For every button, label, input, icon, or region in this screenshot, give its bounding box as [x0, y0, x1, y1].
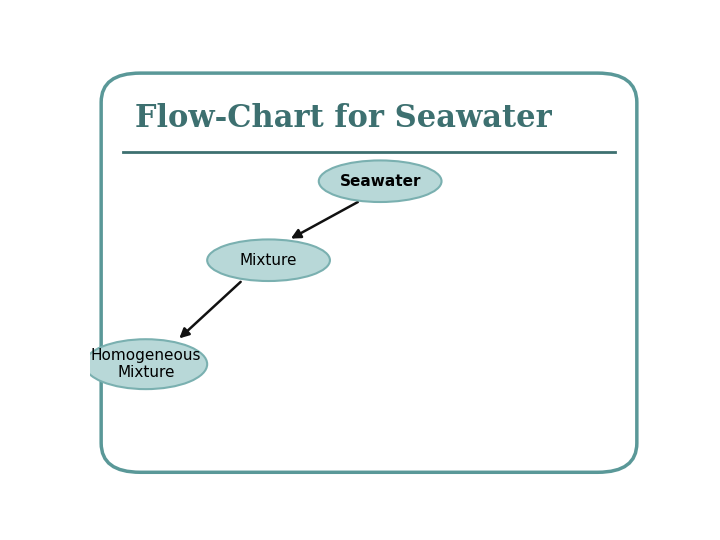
- Ellipse shape: [319, 160, 441, 202]
- Text: Mixture: Mixture: [240, 253, 297, 268]
- Ellipse shape: [84, 339, 207, 389]
- Text: Seawater: Seawater: [339, 174, 421, 188]
- Ellipse shape: [207, 239, 330, 281]
- Text: Homogeneous
Mixture: Homogeneous Mixture: [91, 348, 201, 380]
- FancyBboxPatch shape: [101, 73, 637, 472]
- Text: Flow-Chart for Seawater: Flow-Chart for Seawater: [135, 103, 552, 134]
